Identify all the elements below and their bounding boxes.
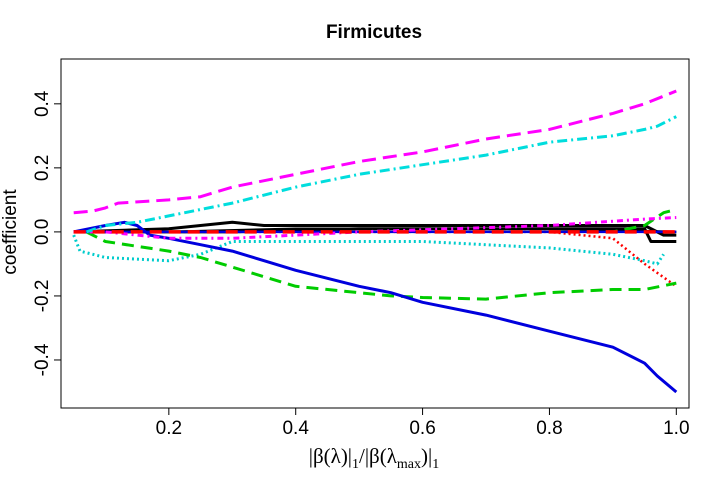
series-line-11	[85, 115, 677, 234]
x-tick-label: 0.4	[282, 418, 309, 439]
y-tick-label: -0.4	[32, 343, 53, 376]
chart-title: Firmicutes	[326, 22, 422, 43]
series-line-7	[73, 208, 677, 234]
x-label-sub-1: 1	[352, 457, 359, 472]
series-line-1	[72, 234, 665, 266]
x-label-part-3: )|	[421, 444, 432, 468]
x-tick-label: 0.8	[536, 418, 562, 439]
y-tick-label: -0.2	[32, 280, 53, 313]
y-tick-label: 0.0	[32, 219, 53, 245]
y-tick-label: 0.4	[32, 90, 53, 117]
y-axis: -0.4 -0.2 0.0 0.2 0.4	[32, 90, 61, 376]
x-label-part-1: |β(λ)|	[309, 444, 352, 468]
y-tick-label: 0.2	[32, 155, 53, 181]
x-label-part-2: /|β(λ	[359, 444, 398, 468]
x-label-sub-max: max	[397, 457, 421, 472]
x-axis-label: |β(λ)|1/|β(λmax)|1	[309, 444, 439, 472]
series-layer	[72, 89, 678, 394]
series-line-6	[85, 230, 677, 301]
series-line-12	[73, 89, 677, 215]
series-line-8	[73, 220, 678, 394]
x-tick-label: 0.2	[156, 418, 182, 439]
x-tick-label: 1.0	[663, 418, 689, 439]
plot-frame	[60, 58, 690, 409]
x-tick-label: 0.6	[409, 418, 435, 439]
y-axis-label: coefficient	[0, 189, 21, 275]
x-axis: 0.2 0.4 0.6 0.8 1.0	[156, 408, 690, 439]
x-label-sub-2: 1	[432, 457, 439, 472]
